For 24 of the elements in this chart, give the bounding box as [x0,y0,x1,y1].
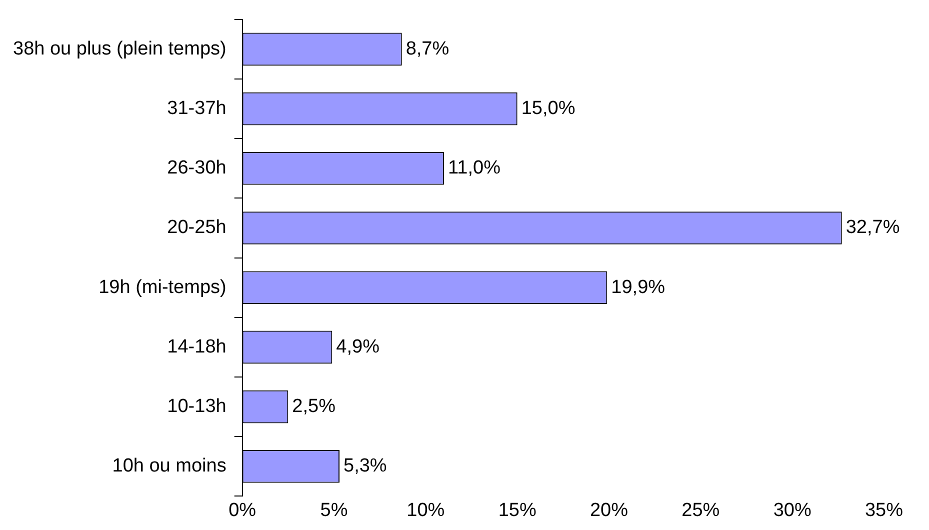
data-label: 19,9% [611,276,666,298]
data-label: 5,3% [344,456,387,477]
y-tick-label: 14-18h [167,336,226,358]
data-label: 8,7% [406,38,450,60]
x-tick-label: 20% [590,500,628,521]
data-label: 4,9% [336,336,380,358]
y-tick-label: 38h ou plus (plein temps) [13,38,226,60]
data-label: 2,5% [292,396,336,418]
x-tick-label: 30% [773,500,812,521]
y-tick-label: 19h (mi-temps) [98,276,226,298]
data-label: 32,7% [846,217,900,238]
y-tick-label: 26-30h [167,158,226,179]
y-tick-label: 20-25h [167,217,226,238]
x-tick-label: 25% [682,500,720,521]
x-tick-label: 0% [228,500,256,521]
x-tick-label: 35% [864,500,904,521]
data-label: 11,0% [448,158,501,179]
x-tick-label: 15% [498,500,536,521]
y-tick-label: 31-37h [167,98,226,120]
data-label: 15,0% [521,98,576,120]
x-tick-label: 10% [406,500,445,521]
y-tick-label: 10-13h [167,396,226,418]
x-tick-label: 5% [320,500,348,521]
y-tick-label: 10h ou moins [112,456,226,477]
